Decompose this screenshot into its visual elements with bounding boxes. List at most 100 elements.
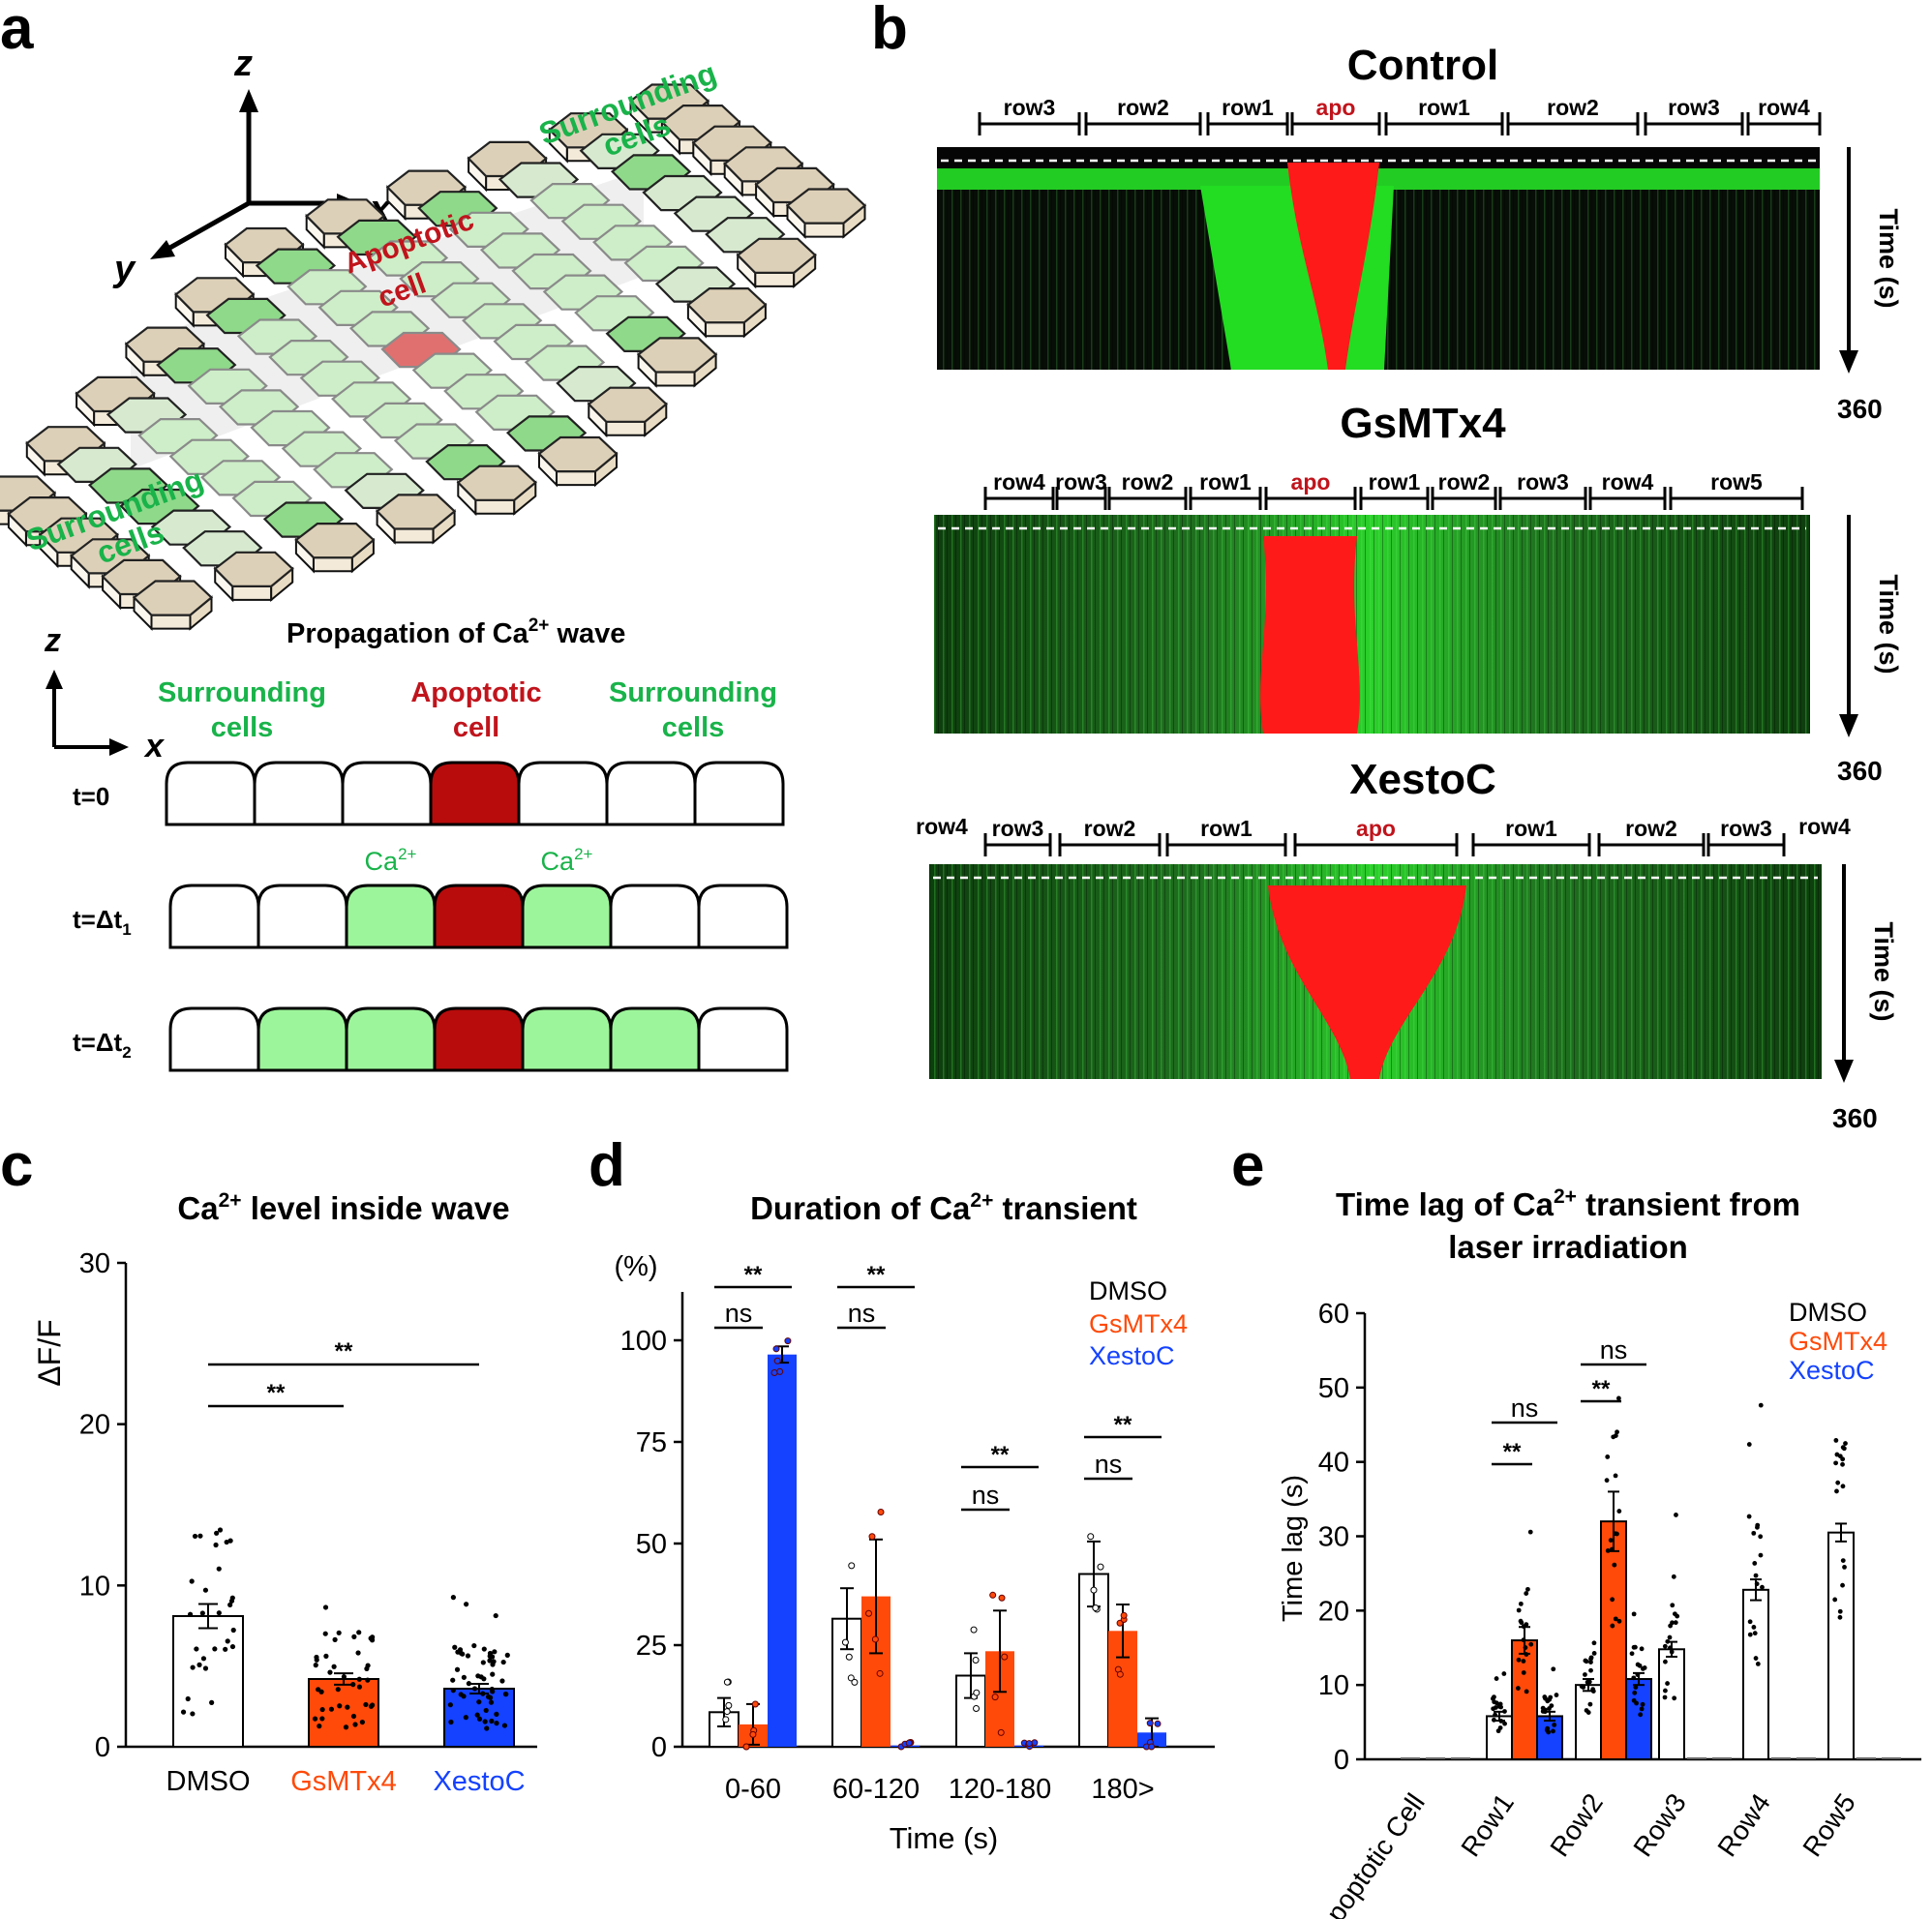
significance-star: **: [744, 1262, 763, 1288]
panel-letter-b: b: [871, 0, 908, 62]
bar-gsmtx4-2: [1600, 1520, 1627, 1760]
x-tick-label: 180>: [1091, 1774, 1154, 1805]
z2-arrow-icon: [45, 670, 63, 689]
data-dot: [1515, 1686, 1521, 1691]
data-dot: [1840, 1456, 1846, 1462]
row-time-label: t=Δt2: [73, 1028, 132, 1062]
data-dot: [723, 1708, 731, 1716]
data-dot: [1675, 1613, 1680, 1619]
data-dot: [359, 1719, 365, 1725]
data-dot: [1025, 1740, 1033, 1748]
data-dot: [448, 1719, 454, 1725]
significance-star: **: [1114, 1412, 1132, 1438]
data-dot: [490, 1671, 496, 1677]
hex-cell-side: [231, 585, 273, 601]
data-dot: [1753, 1656, 1759, 1661]
chart-e-ylabel: Time lag (s): [1278, 1475, 1309, 1622]
data-dot: [1516, 1607, 1522, 1613]
kymo-dark-band: [937, 147, 1820, 168]
data-dot: [313, 1663, 318, 1668]
y-tick-label: 50: [1318, 1373, 1349, 1404]
data-dot: [1640, 1701, 1645, 1707]
kymograph-control: Control row3 row2 row1 apo row1 row2 row3 row4 Ti…: [937, 42, 1903, 424]
data-dot: [1524, 1652, 1529, 1657]
chart-d-plot: 0 25 50 75 100 0-60 ** ns 60-120 ** ns 120-180 ** ns 1…: [620, 1262, 1215, 1805]
data-dot: [223, 1646, 228, 1652]
segment-label: row4: [993, 469, 1045, 495]
bar-gsmtx4-1: [1511, 1639, 1538, 1760]
kymograph-xestoc: XestoC row3 row2 row1 apo row1 row2 row3 row4 row…: [916, 756, 1898, 1133]
segment-label: row1: [1505, 816, 1557, 841]
data-dot: [845, 1653, 853, 1661]
legend-xestoc: XestoC: [1789, 1356, 1875, 1385]
x-tick-label: 120-180: [949, 1774, 1051, 1805]
data-dot: [1640, 1665, 1645, 1671]
hex-cell: [785, 188, 867, 225]
ca-label-right: Ca2+: [541, 845, 593, 876]
segment-label: row2: [1117, 95, 1169, 120]
data-dot: [450, 1677, 456, 1683]
surrounding-cell-box: [521, 1006, 613, 1072]
data-dot: [1667, 1634, 1673, 1640]
data-dot: [363, 1701, 369, 1708]
y-tick-label: 10: [1318, 1670, 1349, 1701]
data-dot: [492, 1649, 498, 1655]
ca-label-left: Ca2+: [365, 845, 417, 876]
panel-e: e Time lag of Ca2+ transient from laser …: [1231, 1132, 1921, 1919]
data-dot: [1751, 1530, 1757, 1536]
data-dot: [209, 1699, 215, 1705]
chart-e-title-line1: Time lag of Ca2+ transient from: [1336, 1185, 1800, 1222]
significance-ns: ns: [1511, 1394, 1539, 1423]
y-tick-label: 25: [636, 1631, 667, 1662]
data-dot: [991, 1694, 999, 1701]
data-dot: [1521, 1637, 1526, 1643]
data-dot: [1605, 1454, 1611, 1459]
data-dot: [1498, 1704, 1503, 1710]
time-axis-label: Time (s): [1874, 574, 1903, 674]
data-dot: [970, 1626, 978, 1634]
significance-ns: ns: [1600, 1335, 1628, 1364]
data-dot: [194, 1646, 199, 1652]
data-dot: [229, 1643, 236, 1650]
data-dot: [343, 1724, 349, 1730]
data-dot: [1662, 1643, 1668, 1649]
row-time-label: t=Δt1: [73, 905, 132, 939]
data-dot: [1494, 1676, 1499, 1681]
data-dot: [773, 1357, 781, 1364]
data-dot: [1758, 1552, 1764, 1558]
data-dot: [1548, 1694, 1554, 1700]
kymo-apoptotic-region: [1260, 536, 1360, 734]
data-dot: [1087, 1533, 1095, 1541]
data-dot: [1502, 1709, 1507, 1714]
data-dot: [227, 1602, 233, 1607]
data-dot: [1834, 1488, 1839, 1494]
segment-label: row4: [1602, 469, 1654, 495]
data-dot: [323, 1653, 329, 1659]
data-dot: [312, 1716, 318, 1722]
significance-star: **: [1592, 1376, 1611, 1402]
data-dot: [1501, 1671, 1507, 1676]
data-dot: [499, 1678, 505, 1684]
hex-cell: [294, 522, 376, 559]
data-dot: [1840, 1582, 1845, 1588]
header-surrounding-left: Surrounding: [158, 677, 326, 708]
data-dot: [322, 1604, 329, 1610]
y-tick-label: 0: [1334, 1745, 1349, 1776]
hex-cell-sheet: [0, 83, 867, 632]
data-dot: [365, 1677, 371, 1683]
panel-b: b Control row3 row2 row1 apo row1 row2 row3 row4…: [871, 0, 1903, 1133]
data-dot: [494, 1721, 499, 1726]
kymograph-title: GsMTx4: [1340, 400, 1506, 447]
segment-label: row3: [1720, 816, 1772, 841]
data-dot: [319, 1716, 325, 1722]
time-end-label: 360: [1837, 756, 1883, 786]
data-dot: [1490, 1695, 1495, 1701]
time-axis-label: Time (s): [1869, 921, 1898, 1021]
data-dot: [1610, 1546, 1615, 1552]
apoptotic-cell-box: [429, 761, 521, 826]
data-dot: [488, 1699, 495, 1705]
bar-xestoc-0: [768, 1354, 797, 1747]
surrounding-cell-box: [517, 761, 609, 826]
data-dot: [1613, 1616, 1618, 1622]
data-dot: [1608, 1538, 1614, 1543]
